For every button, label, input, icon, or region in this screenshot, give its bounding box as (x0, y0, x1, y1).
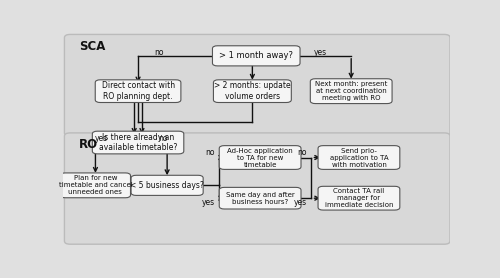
FancyBboxPatch shape (64, 34, 450, 136)
Text: Is there already an
available timetable?: Is there already an available timetable? (99, 133, 177, 152)
Text: Plan for new
timetable and cancel
unneeded ones: Plan for new timetable and cancel unneed… (58, 175, 132, 195)
FancyBboxPatch shape (64, 133, 450, 244)
Text: no: no (158, 134, 168, 143)
FancyBboxPatch shape (219, 146, 301, 169)
Text: Same day and after
business hours?: Same day and after business hours? (226, 192, 294, 205)
Text: no: no (205, 148, 214, 157)
FancyBboxPatch shape (92, 131, 184, 154)
FancyBboxPatch shape (60, 173, 130, 198)
Text: < 5 business days?: < 5 business days? (130, 181, 204, 190)
Text: Send prio-
application to TA
with motivation: Send prio- application to TA with motiva… (330, 148, 388, 168)
Text: yes: yes (314, 48, 327, 57)
Text: > 2 months: update
volume orders: > 2 months: update volume orders (214, 81, 290, 101)
Text: RO: RO (79, 138, 98, 151)
FancyBboxPatch shape (212, 46, 300, 66)
FancyBboxPatch shape (214, 80, 292, 103)
Text: yes: yes (94, 134, 108, 143)
Text: Ad-Hoc application
to TA for new
timetable: Ad-Hoc application to TA for new timetab… (227, 148, 293, 168)
Text: Contact TA rail
manager for
immediate decision: Contact TA rail manager for immediate de… (324, 188, 393, 208)
FancyBboxPatch shape (318, 146, 400, 169)
Text: > 1 month away?: > 1 month away? (219, 51, 293, 60)
FancyBboxPatch shape (318, 186, 400, 210)
Text: SCA: SCA (79, 40, 105, 53)
Text: Direct contact with
RO planning dept.: Direct contact with RO planning dept. (102, 81, 174, 101)
FancyBboxPatch shape (95, 80, 181, 103)
Text: yes: yes (202, 198, 215, 207)
Text: no: no (154, 48, 164, 57)
FancyBboxPatch shape (219, 187, 301, 209)
Text: no: no (297, 148, 306, 157)
Text: yes: yes (294, 198, 306, 207)
FancyBboxPatch shape (310, 79, 392, 104)
Text: Next month: present
at next coordination
meeting with RO: Next month: present at next coordination… (315, 81, 388, 101)
FancyBboxPatch shape (131, 175, 203, 195)
